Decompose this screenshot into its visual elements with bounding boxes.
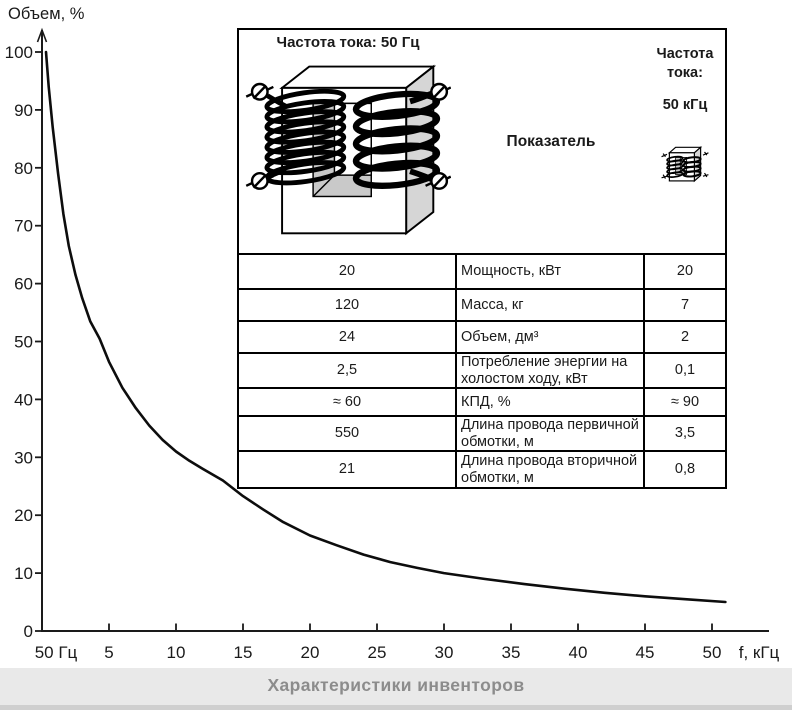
figure-caption: Характеристики инвенторов	[267, 675, 525, 695]
value-50hz: 2,5	[239, 352, 457, 387]
comparison-table: Частота тока: 50 Гц	[237, 28, 727, 489]
x-tick-label: 20	[301, 643, 320, 662]
y-tick-label: 30	[14, 448, 33, 467]
indicator-label: Мощность, кВт	[457, 253, 645, 288]
indicator-header-cell: Показатель	[457, 30, 645, 253]
transformer-50khz-icon	[661, 145, 709, 182]
value-50hz: 24	[239, 320, 457, 352]
y-axis-title: Объем, %	[8, 5, 85, 23]
x-tick-label: 5	[104, 643, 113, 662]
x-tick-label: 50	[703, 643, 722, 662]
value-50khz: 0,1	[645, 352, 725, 387]
col-50khz-header-value: 50 кГц	[662, 96, 708, 113]
x-tick-label: 15	[234, 643, 253, 662]
indicator-label: Длина провода первичной обмотки, м	[457, 415, 645, 450]
x-axis-title: f, кГц	[739, 643, 780, 662]
col-50hz-header-label: Частота тока: 50 Гц	[276, 34, 420, 51]
x-tick-label: 35	[502, 643, 521, 662]
value-50khz: ≈ 90	[645, 387, 725, 415]
y-tick-label: 20	[14, 506, 33, 525]
y-tick-label: 0	[24, 622, 33, 641]
indicator-label: Объем, дм³	[457, 320, 645, 352]
x-tick-label: 40	[569, 643, 588, 662]
col-50hz-header-cell: Частота тока: 50 Гц	[239, 30, 457, 253]
y-tick-label: 70	[14, 217, 33, 236]
y-tick-label: 50	[14, 333, 33, 352]
y-tick-label: 80	[14, 159, 33, 178]
value-50hz: 120	[239, 288, 457, 320]
col-50khz-header-cell: Частота тока: 50 кГц	[645, 30, 725, 253]
value-50hz: 20	[239, 253, 457, 288]
wire-terminal-icons	[245, 82, 451, 190]
value-50khz: 20	[645, 253, 725, 288]
volume-curve	[44, 50, 727, 604]
x-tick-label: 45	[636, 643, 655, 662]
value-50khz: 7	[645, 288, 725, 320]
col-50khz-header-label: Частота тока:	[656, 46, 714, 81]
value-50hz: 550	[239, 415, 457, 450]
volume-vs-frequency-chart: Объем, % 50 Гц f, кГц 0 10 20 30 40 50 60 70 80 9…	[5, 5, 780, 662]
y-axis-arrow-icon	[36, 27, 48, 43]
wire-terminal-icons	[661, 151, 709, 179]
value-50khz: 3,5	[645, 415, 725, 450]
y-tick-label: 10	[14, 564, 33, 583]
transformer-50hz-illustration	[245, 64, 451, 236]
indicator-label: Потребление энергии на холостом ходу, кВ…	[457, 352, 645, 387]
x-tick-label: 10	[167, 643, 186, 662]
y-tick-label: 60	[14, 275, 33, 294]
y-tick-label: 40	[14, 390, 33, 409]
value-50khz: 0,8	[645, 450, 725, 487]
value-50khz: 2	[645, 320, 725, 352]
value-50hz: 21	[239, 450, 457, 487]
indicator-label: Длина провода вторичной обмотки, м	[457, 450, 645, 487]
value-50hz: ≈ 60	[239, 387, 457, 415]
x-tick-label: 30	[435, 643, 454, 662]
x-origin-label: 50 Гц	[35, 643, 78, 662]
caption-bar: Характеристики инвенторов	[0, 668, 792, 710]
indicator-header-label: Показатель	[506, 132, 596, 150]
x-tick-label: 25	[368, 643, 387, 662]
y-tick-label: 100	[5, 43, 33, 62]
indicator-label: Масса, кг	[457, 288, 645, 320]
y-tick-label: 90	[14, 101, 33, 120]
indicator-label: КПД, %	[457, 387, 645, 415]
